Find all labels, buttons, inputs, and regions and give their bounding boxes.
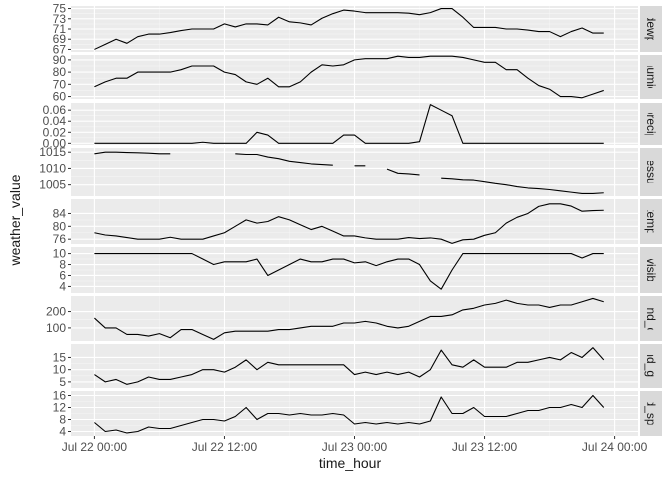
y-tick-label: 0.00	[43, 136, 67, 150]
series-line-visib	[94, 253, 604, 290]
strip-label-precip: precip	[644, 108, 658, 141]
y-tick-label: 16	[53, 389, 67, 403]
y-tick-label: 12	[53, 401, 67, 415]
y-tick-label: 1010	[39, 161, 66, 175]
y-tick-label: 0.06	[43, 103, 67, 117]
strip-background	[640, 296, 662, 341]
y-tick-label: 71	[53, 22, 67, 36]
series-line-pressure	[94, 151, 604, 194]
series-line-dewp	[94, 8, 604, 50]
y-tick-label: 100	[46, 321, 66, 335]
x-tick-label: Jul 23 12:00	[452, 440, 518, 454]
strip-label-humid: humid	[644, 61, 658, 94]
series-line-temp	[94, 203, 604, 244]
strip-label-wind-gust: wind_gust	[644, 338, 658, 394]
y-tick-label: 1015	[39, 145, 66, 159]
x-axis-title: time_hour	[319, 455, 382, 471]
strip-background	[640, 344, 662, 388]
strip-background	[640, 6, 662, 52]
series-line-wind-speed	[94, 394, 605, 434]
strip-background	[640, 247, 662, 293]
strip-label-wind-dir: wind_dir	[644, 295, 658, 341]
y-tick-label: 4	[59, 279, 66, 293]
x-tick-label: Jul 22 12:00	[192, 440, 258, 454]
panels-layer: 6769717375dewp60708090humid0.000.020.040…	[39, 2, 662, 445]
x-axis: Jul 22 00:00 Jul 22 12:00 Jul 23 00:00 Jul …	[62, 436, 648, 454]
facet-panel-precip: 0.000.020.040.06 precip	[43, 103, 662, 150]
strip-background	[640, 55, 662, 99]
series-line-precip	[94, 104, 604, 144]
y-axis-title: weather_value	[7, 174, 23, 266]
strip-label-visib: visib	[644, 258, 658, 282]
y-tick-label: 90	[53, 53, 67, 67]
y-tick-label: 8	[59, 258, 66, 272]
y-tick-label: 5	[59, 375, 66, 389]
y-tick-label: 6	[59, 268, 66, 282]
y-tick-label: 15	[53, 350, 67, 364]
facet-panel-pressure: 1005 1010 1015 pressure	[39, 145, 662, 196]
y-tick-label: 73	[53, 12, 67, 26]
y-tick-label: 10	[53, 363, 67, 377]
y-tick-label: 75	[53, 2, 67, 16]
y-tick-label: 8	[59, 413, 66, 427]
y-tick-label: 69	[53, 32, 67, 46]
series-line-humid	[94, 55, 604, 99]
strip-label-wind-speed: wind_speed	[644, 380, 658, 445]
y-tick-label: 80	[53, 219, 67, 233]
x-tick-label: Jul 23 00:00	[322, 440, 388, 454]
y-tick-label: 70	[53, 77, 67, 91]
series-line-wind-dir	[94, 297, 604, 340]
y-tick-label: 200	[46, 305, 66, 319]
series-line-wind-gust	[94, 347, 605, 385]
y-tick-label: 84	[53, 206, 67, 220]
x-tick-label: Jul 22 00:00	[62, 440, 128, 454]
y-tick-label: 80	[53, 65, 67, 79]
y-tick-label: 0.02	[43, 125, 67, 139]
x-tick-label: Jul 24 00:00	[582, 440, 648, 454]
strip-background	[640, 103, 662, 145]
y-tick-label: 1005	[39, 178, 66, 192]
strip-background	[640, 199, 662, 244]
strip-label-pressure: pressure	[644, 149, 658, 196]
y-tick-label: 60	[53, 90, 67, 104]
y-tick-label: 67	[53, 42, 67, 56]
y-tick-label: 10	[53, 247, 67, 261]
strip-background	[640, 148, 662, 196]
y-tick-label: 0.04	[43, 114, 67, 128]
strip-background	[640, 391, 662, 436]
strip-label-temp: temp	[644, 208, 658, 235]
y-tick-label: 4	[59, 425, 66, 439]
y-tick-label: 76	[53, 232, 67, 246]
facet-panel-wind-dir: 100 200 wind_dir	[46, 295, 662, 341]
strip-label-dewp: dewp	[644, 15, 658, 44]
